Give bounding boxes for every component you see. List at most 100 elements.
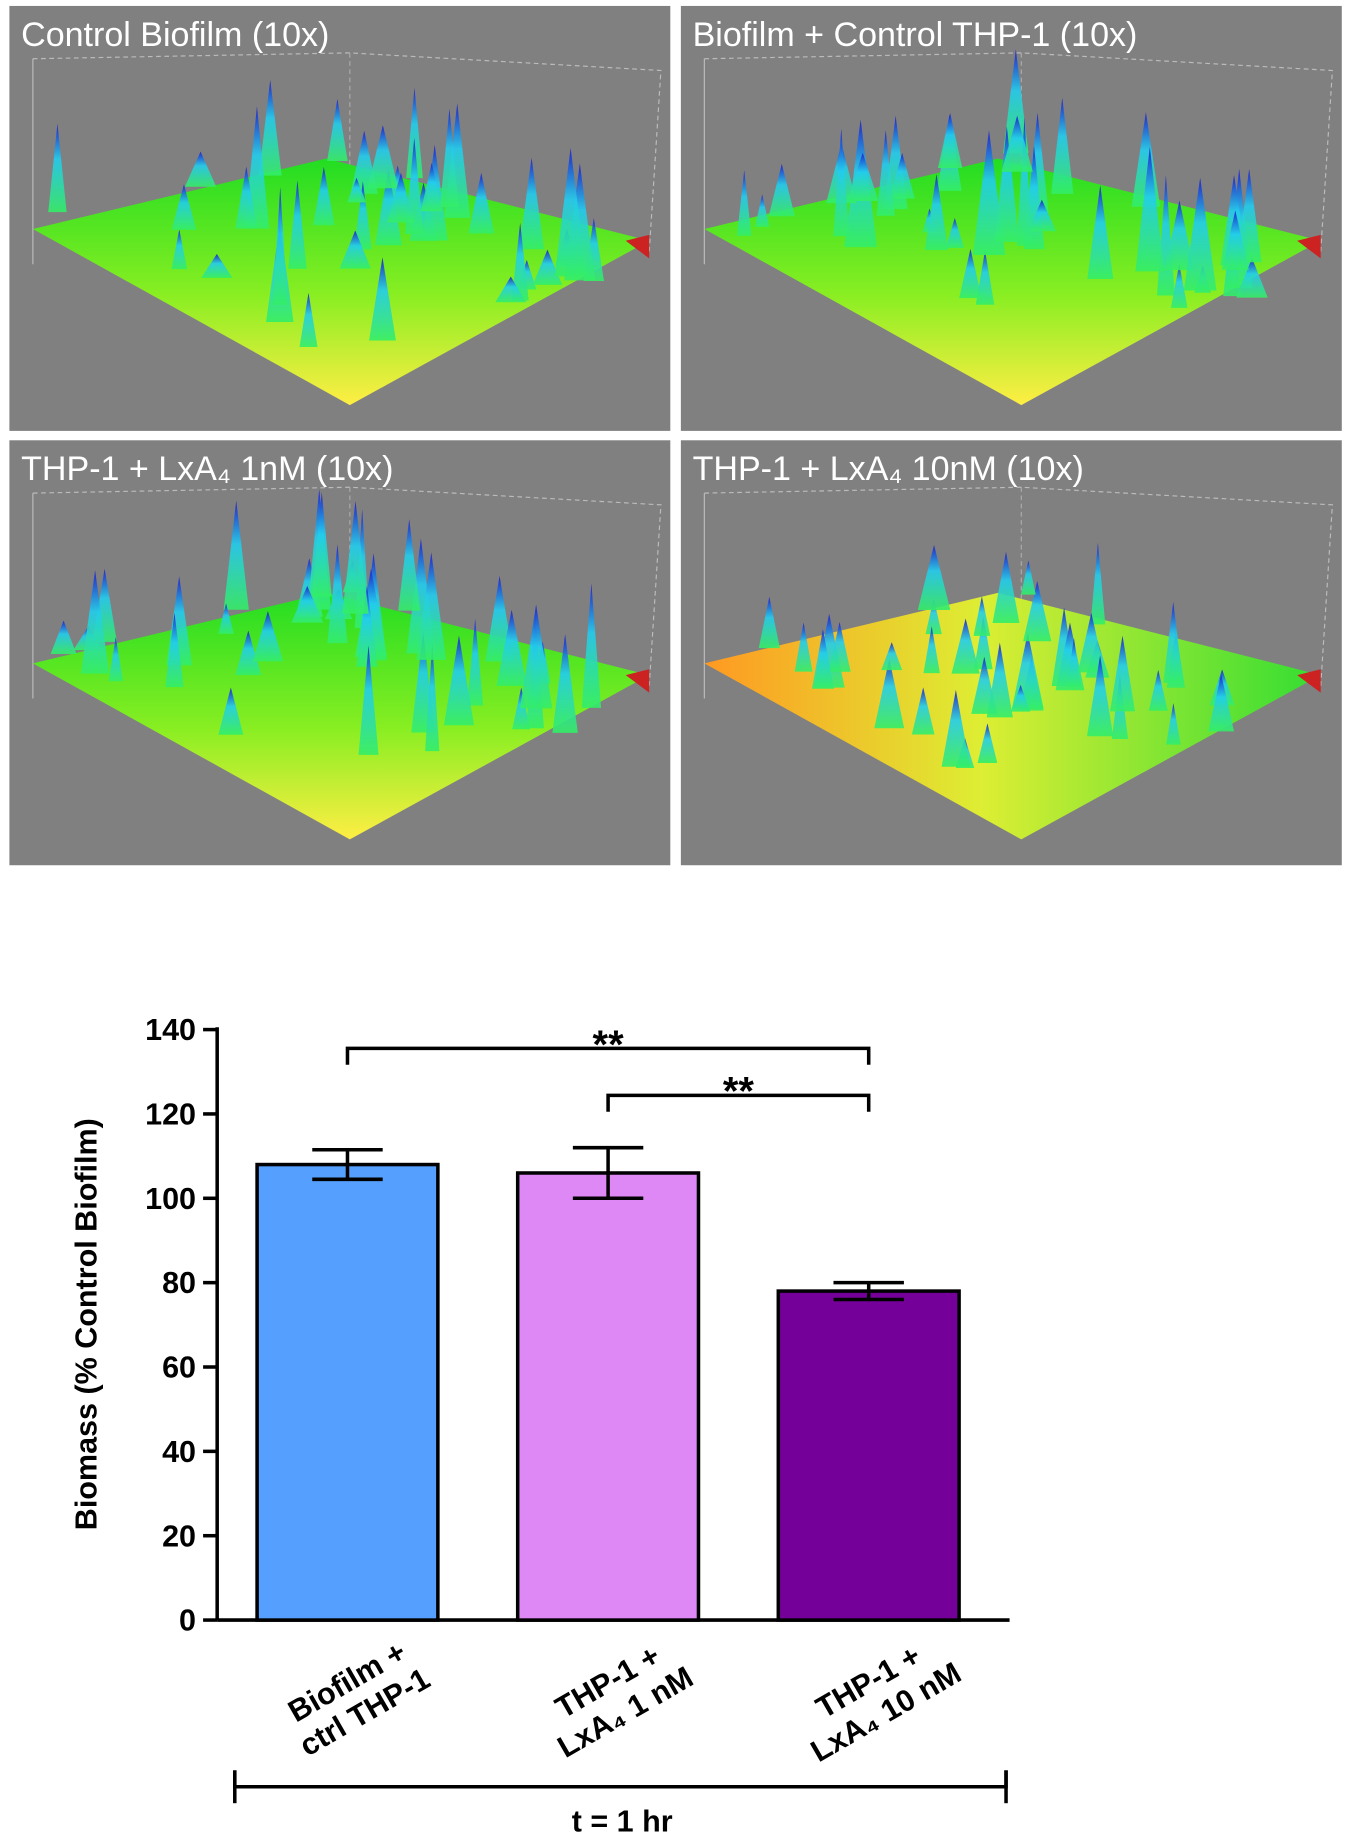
significance-bracket bbox=[606, 1093, 871, 1112]
spike bbox=[938, 112, 963, 169]
bar bbox=[515, 1171, 701, 1622]
bar-chart: 0 20 40 60 80 100 120 140 Biomass (% Control Bio… bbox=[69, 1013, 1010, 1838]
x-tick-label: THP-1 +LxA₄ 10 nM bbox=[788, 1625, 967, 1769]
spike bbox=[973, 616, 993, 670]
significance-label: ** bbox=[593, 1023, 625, 1067]
spike bbox=[369, 257, 396, 341]
y-tick-label: 20 bbox=[162, 1519, 196, 1553]
spike bbox=[80, 570, 110, 674]
spike bbox=[847, 152, 879, 201]
spike bbox=[552, 634, 578, 733]
spike bbox=[288, 180, 307, 269]
spike bbox=[354, 181, 372, 250]
spike bbox=[876, 130, 895, 216]
spike bbox=[252, 611, 284, 662]
spike bbox=[768, 163, 795, 217]
spike bbox=[495, 276, 527, 303]
wireframe bbox=[32, 486, 662, 687]
spike bbox=[992, 551, 1020, 624]
y-tick-label: 40 bbox=[162, 1435, 196, 1469]
spike bbox=[1236, 258, 1268, 298]
spike bbox=[1010, 685, 1031, 712]
spike bbox=[736, 170, 752, 236]
spike bbox=[554, 148, 587, 277]
spike bbox=[258, 79, 282, 176]
spike bbox=[313, 166, 335, 226]
spike bbox=[496, 609, 527, 686]
spike bbox=[1020, 560, 1036, 595]
bar bbox=[255, 1162, 440, 1622]
spike bbox=[828, 622, 851, 672]
spike bbox=[327, 98, 348, 161]
spike bbox=[925, 598, 942, 635]
spike bbox=[406, 87, 423, 179]
surface-edge bbox=[625, 234, 650, 259]
spike bbox=[959, 248, 982, 299]
spike bbox=[811, 629, 834, 689]
spike bbox=[511, 222, 529, 301]
spike bbox=[1208, 674, 1235, 732]
spike bbox=[1051, 97, 1074, 194]
spike bbox=[367, 125, 399, 189]
spike bbox=[794, 622, 813, 672]
spike bbox=[235, 166, 258, 229]
spike bbox=[165, 612, 184, 688]
spike bbox=[923, 626, 940, 674]
x-tick-label: Biofilm +ctrl THP-1 bbox=[276, 1631, 435, 1763]
spike bbox=[218, 687, 244, 735]
spike bbox=[758, 596, 780, 649]
bar bbox=[776, 1289, 961, 1622]
y-tick-label: 60 bbox=[162, 1351, 196, 1385]
spike bbox=[223, 500, 249, 610]
y-tick-label: 140 bbox=[145, 1013, 196, 1047]
spike bbox=[889, 152, 915, 199]
spike bbox=[184, 151, 217, 187]
spike bbox=[108, 637, 124, 682]
spike bbox=[833, 128, 850, 237]
panel-title: Control Biofilm (10x) bbox=[21, 16, 329, 54]
spike bbox=[440, 108, 459, 207]
spike bbox=[443, 635, 475, 726]
spike bbox=[468, 172, 495, 234]
panel-title: THP-1 + LxA₄ 10nM (10x) bbox=[693, 450, 1084, 488]
spike bbox=[1148, 669, 1168, 711]
spike bbox=[512, 687, 531, 730]
image-panel: Biofilm + Control THP-1 (10x) bbox=[680, 5, 1342, 431]
panel-title: Biofilm + Control THP-1 (10x) bbox=[693, 16, 1138, 54]
image-panels: Control Biofilm (10x) Biofilm + Control T… bbox=[9, 5, 1342, 866]
spike bbox=[924, 174, 949, 251]
spike bbox=[467, 618, 484, 706]
wireframe bbox=[704, 486, 1334, 687]
spike bbox=[941, 689, 971, 767]
spike bbox=[917, 545, 951, 610]
spike bbox=[374, 168, 402, 246]
spike bbox=[951, 618, 980, 674]
x-tick-label: THP-1 +LxA₄ 1 nM bbox=[534, 1630, 699, 1765]
spike bbox=[1027, 199, 1057, 232]
spike bbox=[311, 491, 332, 597]
surface-edge bbox=[1297, 234, 1321, 259]
y-axis-label: Biomass (% Control Biofilm) bbox=[69, 1118, 103, 1530]
spike bbox=[881, 642, 903, 671]
panel-title: THP-1 + LxA₄ 1nM (10x) bbox=[21, 450, 393, 488]
spike bbox=[327, 544, 348, 644]
spike bbox=[1166, 703, 1181, 745]
spike bbox=[581, 583, 602, 708]
spike bbox=[171, 184, 197, 230]
spike bbox=[994, 126, 1020, 242]
significance-label: ** bbox=[723, 1070, 755, 1114]
spike bbox=[171, 229, 188, 270]
spike bbox=[1170, 264, 1188, 308]
surface-edge bbox=[625, 669, 650, 693]
image-panel: THP-1 + LxA₄ 10nM (10x) bbox=[680, 440, 1342, 866]
y-tick-label: 0 bbox=[179, 1604, 196, 1638]
spike bbox=[420, 162, 443, 212]
spike bbox=[416, 552, 447, 660]
y-tick-label: 100 bbox=[145, 1182, 196, 1216]
spike bbox=[50, 620, 77, 654]
spike bbox=[48, 123, 67, 213]
spike bbox=[973, 596, 991, 636]
spike bbox=[945, 218, 965, 248]
spike bbox=[272, 187, 288, 305]
